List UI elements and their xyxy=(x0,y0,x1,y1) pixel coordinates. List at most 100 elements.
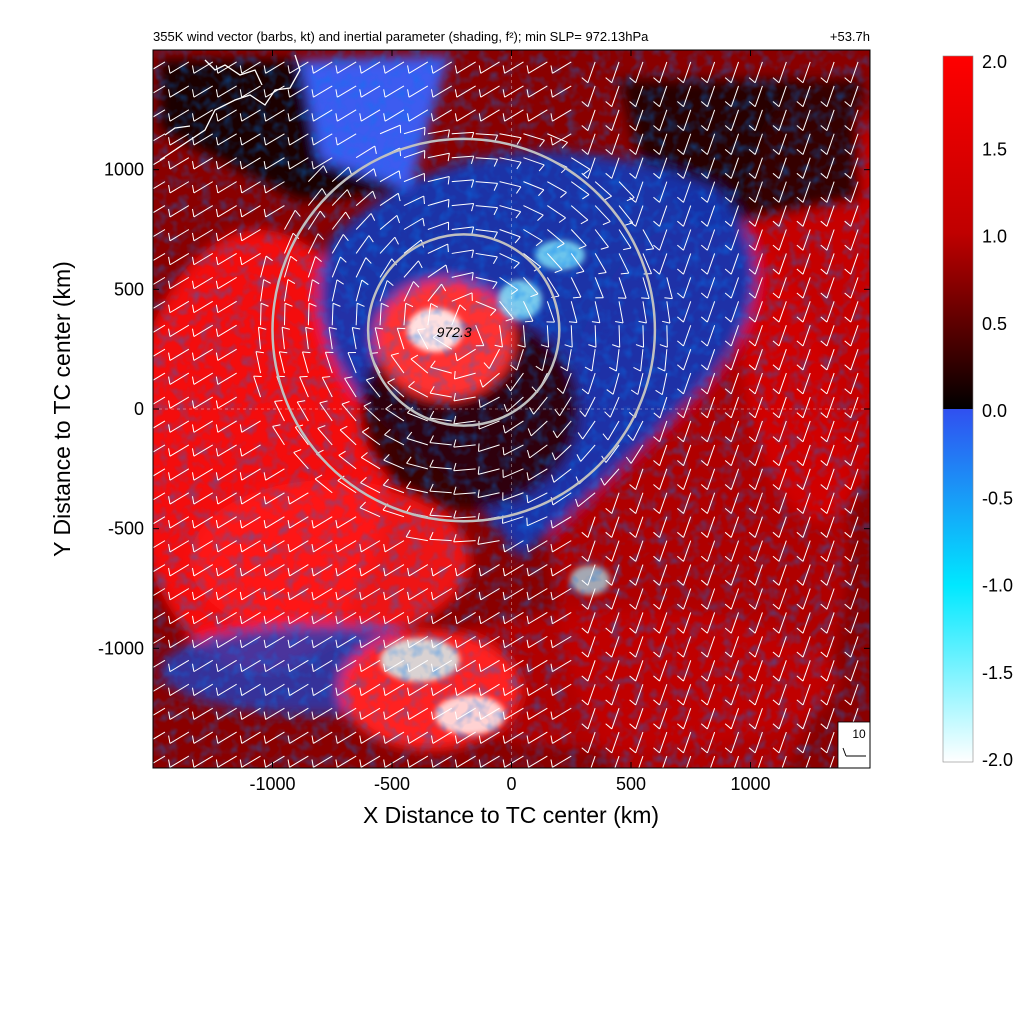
wind-barb xyxy=(169,109,190,122)
wind-barb xyxy=(383,459,405,470)
wind-barb-flag xyxy=(145,400,146,408)
wind-barb xyxy=(659,444,668,466)
wind-barb xyxy=(523,157,545,166)
wind-barb xyxy=(611,708,620,730)
wind-barb-flag xyxy=(478,591,482,600)
wind-barb-flag xyxy=(374,145,377,154)
wind-barb xyxy=(826,109,835,131)
wind-barb-flag xyxy=(526,759,529,768)
wind-barb-flag xyxy=(620,272,629,275)
wind-barb-flag xyxy=(820,436,828,443)
wind-barb xyxy=(635,660,644,682)
wind-barb-flag xyxy=(168,687,171,696)
wind-barb xyxy=(659,133,668,155)
wind-barb xyxy=(289,157,309,170)
wind-barb-flag xyxy=(359,663,362,672)
wind-barb xyxy=(429,466,452,470)
wind-barb-flag xyxy=(700,101,708,108)
wind-barb xyxy=(754,109,763,131)
wind-barb xyxy=(456,109,476,122)
wind-barb-flag xyxy=(287,137,290,146)
wind-barb-flag xyxy=(724,508,732,514)
wind-barb xyxy=(217,612,237,625)
wind-barb-flag xyxy=(550,759,553,768)
wind-barb-flag xyxy=(239,591,243,600)
wind-barb-flag xyxy=(239,113,243,122)
wind-barb xyxy=(241,492,261,505)
wind-barb xyxy=(754,444,763,466)
wind-barb xyxy=(241,61,261,74)
wind-barb xyxy=(475,133,498,136)
wind-barb xyxy=(706,564,716,586)
wind-barb xyxy=(642,277,650,299)
wind-barb-flag xyxy=(502,687,506,696)
wind-barb xyxy=(683,133,692,155)
wind-barb-flag xyxy=(772,555,780,562)
wind-barb xyxy=(706,708,716,730)
wind-barb-flag xyxy=(820,412,828,419)
wind-barb xyxy=(390,354,405,374)
wind-barb-flag xyxy=(406,456,412,464)
wind-barb-flag xyxy=(407,591,410,600)
wind-barb-flag xyxy=(581,747,589,754)
wind-barb xyxy=(826,349,835,371)
wind-barb-flag xyxy=(317,425,326,429)
wind-barb xyxy=(504,420,524,434)
wind-barb xyxy=(541,349,548,371)
wind-barb-flag xyxy=(279,351,288,354)
wind-barb xyxy=(635,636,644,658)
wind-barb-flag xyxy=(168,663,171,672)
wind-barb xyxy=(826,133,835,155)
wind-barb-flag xyxy=(168,184,171,194)
wind-barb xyxy=(313,564,333,577)
wind-barb xyxy=(313,659,333,673)
wind-barb xyxy=(611,516,620,538)
wind-barb xyxy=(153,564,166,573)
wind-barb-flag xyxy=(605,508,613,514)
wind-barb-flag xyxy=(526,711,529,720)
wind-barb-flag xyxy=(406,431,413,439)
wind-barb-flag xyxy=(773,772,779,777)
wind-barb-flag xyxy=(653,436,660,443)
wind-barb xyxy=(552,109,572,122)
wind-barb xyxy=(430,392,452,398)
wind-barb xyxy=(630,444,644,464)
wind-barb-flag xyxy=(145,65,146,73)
wind-barb xyxy=(153,109,166,118)
colorbar-ticks: 2.01.51.00.50.0-0.5-1.0-1.5-2.0 xyxy=(982,52,1013,770)
wind-barb-flag xyxy=(341,401,350,405)
wind-barb-flag xyxy=(748,508,756,514)
wind-barb xyxy=(313,683,333,696)
wind-barb-flag xyxy=(700,316,708,323)
wind-barb xyxy=(778,229,787,251)
wind-barb-flag xyxy=(239,759,243,768)
wind-barb-flag xyxy=(524,320,534,323)
wind-barb-flag xyxy=(311,711,314,720)
wind-barb xyxy=(169,635,190,649)
wind-barb xyxy=(570,277,582,298)
wind-barb-flag xyxy=(359,591,362,600)
wind-barb-flag xyxy=(748,436,756,443)
wind-barb xyxy=(265,731,285,744)
wind-barb xyxy=(284,210,296,230)
wind-barb xyxy=(850,157,859,179)
wind-barb xyxy=(587,133,596,155)
wind-barb xyxy=(683,708,692,730)
wind-barb xyxy=(754,85,763,107)
wind-barb-flag xyxy=(653,196,660,203)
wind-barb-flag xyxy=(502,113,506,122)
wind-barb xyxy=(313,731,333,744)
wind-barb-flag xyxy=(551,452,556,461)
wind-barb-flag xyxy=(215,161,219,170)
wind-barb xyxy=(241,85,261,98)
wind-barb-flag xyxy=(677,220,684,227)
wind-barb xyxy=(241,635,261,649)
wind-barb-flag xyxy=(453,370,456,380)
wind-barb xyxy=(632,420,644,441)
wind-barb xyxy=(265,109,285,122)
wind-barb-flag xyxy=(796,149,804,155)
wind-barb xyxy=(289,635,309,649)
wind-barb-flag xyxy=(305,326,314,330)
wind-barb xyxy=(432,337,453,350)
wind-barb xyxy=(523,229,543,242)
